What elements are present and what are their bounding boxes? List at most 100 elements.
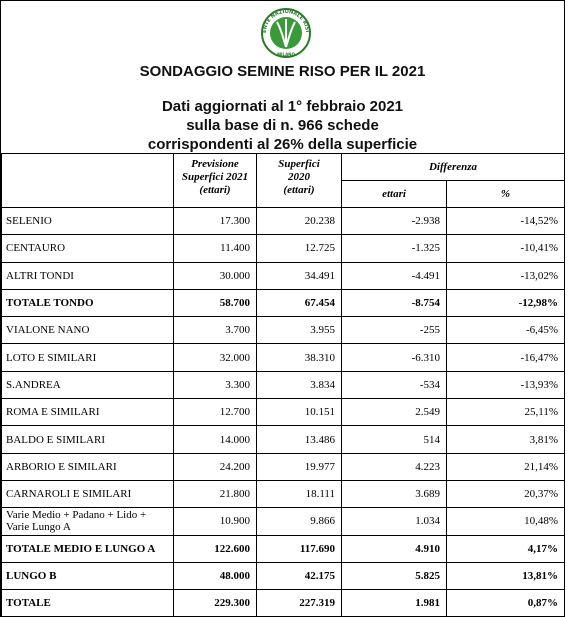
row-label: SELENIO bbox=[1, 206, 174, 236]
cell: 514 bbox=[341, 425, 447, 454]
cell: 3.955 bbox=[256, 316, 342, 345]
row-label: ALTRI TONDI bbox=[1, 261, 174, 290]
title: SONDAGGIO SEMINE RISO PER IL 2021 bbox=[139, 63, 426, 80]
cell: 11.400 bbox=[173, 234, 257, 263]
cell: 18.111 bbox=[256, 479, 342, 509]
header-cell: Previsione Superfici 2021 (ettari) bbox=[173, 153, 257, 208]
cell: -13,02% bbox=[445, 261, 564, 290]
row-label: ROMA E SIMILARI bbox=[1, 398, 174, 427]
cell: -4.491 bbox=[341, 261, 447, 290]
cell: 3.300 bbox=[173, 370, 257, 400]
table-row: BALDO E SIMILARI 14.000 13.486 514 3,81% bbox=[1, 425, 564, 454]
row-label: TOTALE TONDO bbox=[1, 288, 174, 318]
row-label: LUNGO B bbox=[1, 561, 174, 591]
logo: ENTE NAZIONALE RISI MILANO bbox=[261, 8, 311, 58]
cell: -6.310 bbox=[341, 343, 447, 372]
cell: 1.034 bbox=[341, 507, 447, 536]
cell: 20.238 bbox=[256, 206, 342, 236]
cell: 12.700 bbox=[173, 398, 257, 427]
header: ENTE NAZIONALE RISI MILANO SONDAGGIO SEM… bbox=[1, 1, 564, 153]
table-row: VIALONE NANO 3.700 3.955 -255 -6,45% bbox=[1, 316, 564, 345]
cell: 32.000 bbox=[173, 343, 257, 372]
cell: 117.690 bbox=[256, 534, 342, 563]
header-text: Superfici bbox=[278, 158, 320, 170]
subtitle-line: Dati aggiornati al 1° febbraio 2021 bbox=[161, 98, 404, 115]
cell: 38.310 bbox=[256, 343, 342, 372]
cell: 4,17% bbox=[445, 534, 564, 563]
row-label: CENTAURO bbox=[1, 234, 174, 263]
table-row: Varie Medio + Padano + Lido + Varie Lung… bbox=[1, 507, 564, 536]
header-cell: ettari bbox=[341, 180, 447, 208]
row-label: BALDO E SIMILARI bbox=[1, 425, 174, 454]
cell: -16,47% bbox=[445, 343, 564, 372]
row-label: Varie Medio + Padano + Lido + Varie Lung… bbox=[1, 507, 174, 536]
header-text: (ettari) bbox=[199, 184, 231, 196]
logo-city: MILANO bbox=[277, 52, 295, 57]
cell: 4.223 bbox=[341, 452, 447, 481]
cell: 21,14% bbox=[445, 452, 564, 481]
cell: 14.000 bbox=[173, 425, 257, 454]
cell: 1.981 bbox=[341, 589, 447, 616]
header-cell bbox=[1, 153, 174, 208]
header-text: (ettari) bbox=[283, 184, 315, 196]
cell: 48.000 bbox=[173, 561, 257, 591]
table-row: SELENIO 17.300 20.238 -2.938 -14,52% bbox=[1, 206, 564, 236]
cell: 13,81% bbox=[445, 561, 564, 591]
cell: 20,37% bbox=[445, 479, 564, 509]
cell: 229.300 bbox=[173, 589, 257, 616]
header-text: Superfici 2021 bbox=[181, 171, 249, 183]
cell: -255 bbox=[341, 316, 447, 345]
table-row: ROMA E SIMILARI 12.700 10.151 2.549 25,11% bbox=[1, 398, 564, 427]
cell: 30.000 bbox=[173, 261, 257, 290]
header-text: Previsione bbox=[191, 158, 239, 170]
cell: 13.486 bbox=[256, 425, 342, 454]
cell: 34.491 bbox=[256, 261, 342, 290]
cell: 10,48% bbox=[445, 507, 564, 536]
cell: 58.700 bbox=[173, 288, 257, 318]
cell: 3.834 bbox=[256, 370, 342, 400]
cell: 122.600 bbox=[173, 534, 257, 563]
cell: 67.454 bbox=[256, 288, 342, 318]
table-row: TOTALE 229.300 227.319 1.981 0,87% bbox=[1, 589, 564, 616]
cell: 12.725 bbox=[256, 234, 342, 263]
cell: -14,52% bbox=[445, 206, 564, 236]
cell: 0,87% bbox=[445, 589, 564, 616]
header-cell: Superfici 2020 (ettari) bbox=[256, 153, 342, 208]
cell: 3.700 bbox=[173, 316, 257, 345]
cell: -534 bbox=[341, 370, 447, 400]
header-cell: Differenza bbox=[340, 153, 564, 181]
row-label: ARBORIO E SIMILARI bbox=[1, 452, 174, 481]
cell: 227.319 bbox=[256, 589, 342, 616]
cell: -2.938 bbox=[341, 206, 447, 236]
cell: -13,93% bbox=[445, 370, 564, 400]
cell: 25,11% bbox=[445, 398, 564, 427]
cell: 9.866 bbox=[256, 507, 342, 536]
cell: 5.825 bbox=[341, 561, 447, 591]
row-label: LOTO E SIMILARI bbox=[1, 343, 174, 372]
cell: -6,45% bbox=[445, 316, 564, 345]
table-row: S.ANDREA 3.300 3.834 -534 -13,93% bbox=[1, 370, 564, 400]
table-row: TOTALE TONDO 58.700 67.454 -8.754 -12,98% bbox=[1, 288, 564, 318]
cell: 3.689 bbox=[341, 479, 447, 509]
table-row: LUNGO B 48.000 42.175 5.825 13,81% bbox=[1, 561, 564, 591]
cell: 17.300 bbox=[173, 206, 257, 236]
cell: 21.800 bbox=[173, 479, 257, 509]
subtitle-line: corrispondenti al 26% della superficie bbox=[147, 136, 418, 153]
table-row: CARNAROLI E SIMILARI 21.800 18.111 3.689 20,… bbox=[1, 479, 564, 509]
cell: 10.900 bbox=[173, 507, 257, 536]
row-label: S.ANDREA bbox=[1, 370, 174, 400]
row-label: CARNAROLI E SIMILARI bbox=[1, 479, 174, 509]
cell: -10,41% bbox=[445, 234, 564, 263]
subtitle: Dati aggiornati al 1° febbraio 2021 sull… bbox=[1, 97, 564, 154]
table: Previsione Superfici 2021 (ettari) Superfi… bbox=[1, 153, 564, 616]
cell: 24.200 bbox=[173, 452, 257, 481]
table-row: ARBORIO E SIMILARI 24.200 19.977 4.223 21,14… bbox=[1, 452, 564, 481]
row-label: VIALONE NANO bbox=[1, 316, 174, 345]
cell: 3,81% bbox=[445, 425, 564, 454]
cell: -1.325 bbox=[341, 234, 447, 263]
table-body: SELENIO 17.300 20.238 -2.938 -14,52% CENTAURO… bbox=[1, 206, 564, 616]
table-row: TOTALE MEDIO E LUNGO A 122.600 117.690 4.91… bbox=[1, 534, 564, 563]
table-row: ALTRI TONDI 30.000 34.491 -4.491 -13,02% bbox=[1, 261, 564, 290]
cell: 42.175 bbox=[256, 561, 342, 591]
